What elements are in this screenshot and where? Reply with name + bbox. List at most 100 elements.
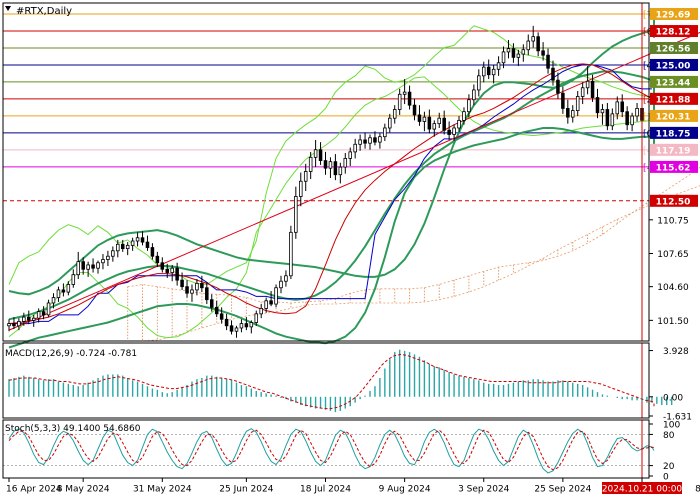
candle xyxy=(190,284,194,302)
candle-body xyxy=(392,109,397,119)
candle-body xyxy=(249,322,254,328)
candle-body xyxy=(274,287,278,305)
price-candles xyxy=(7,25,644,338)
candle-body xyxy=(41,311,46,316)
candle xyxy=(447,121,451,140)
candle xyxy=(472,84,476,106)
candle-body xyxy=(521,49,526,55)
candle-body xyxy=(590,80,595,98)
candle xyxy=(635,102,639,122)
candle-body xyxy=(175,267,179,281)
candle-body xyxy=(294,196,298,233)
candle-body xyxy=(452,127,456,135)
candle-body xyxy=(541,50,545,56)
candle-body xyxy=(200,282,204,289)
candle-body xyxy=(244,323,249,328)
candle-body xyxy=(561,92,565,109)
candle-body xyxy=(531,36,535,42)
candle-body xyxy=(566,108,570,118)
pane-frame xyxy=(2,2,650,342)
candle xyxy=(328,157,333,178)
candle xyxy=(452,124,456,142)
candle-body xyxy=(600,109,605,114)
candle xyxy=(12,317,16,330)
candle-body xyxy=(348,151,352,159)
candle xyxy=(303,163,308,192)
candle xyxy=(506,39,511,59)
candle-body xyxy=(46,302,51,316)
candle-body xyxy=(130,240,135,246)
candle xyxy=(106,250,110,267)
time-label: 2024.10.21 00:00 xyxy=(602,485,683,495)
candle-body xyxy=(333,161,338,176)
envelope-upper-line xyxy=(8,25,653,286)
candle-body xyxy=(635,108,639,117)
candle-body xyxy=(51,297,56,304)
candle xyxy=(264,297,268,313)
candle xyxy=(625,106,629,131)
candle-body xyxy=(575,96,580,111)
candle-body xyxy=(467,99,471,113)
candle xyxy=(407,85,412,110)
time-label: 31 May 2024 xyxy=(133,485,192,495)
candle xyxy=(249,320,254,334)
candle xyxy=(457,116,461,133)
candle xyxy=(239,319,244,333)
candle xyxy=(610,108,615,131)
candle xyxy=(531,25,535,48)
candle-body xyxy=(308,156,313,172)
bollinger-lower-line xyxy=(8,127,655,349)
candle xyxy=(27,310,31,324)
level-tag: 129.69 xyxy=(656,10,691,20)
level-tag-bg xyxy=(650,143,698,156)
level-tag: 123.44 xyxy=(656,78,691,88)
time-label: 3 Sep 2024 xyxy=(458,485,510,495)
stochastic-title: Stoch(5,3,3) 49.1400 54.6860 xyxy=(5,424,141,434)
candle-body xyxy=(462,111,466,121)
price-axis: 129.69 128.12 126.56 125.00 123.44 121.88 120.… xyxy=(649,7,698,327)
candle-body xyxy=(402,91,407,95)
candle-body xyxy=(120,243,125,250)
candle xyxy=(595,88,600,119)
candle xyxy=(546,48,550,74)
candle xyxy=(397,88,402,115)
candle-body xyxy=(506,48,511,53)
candle xyxy=(51,293,56,309)
candle xyxy=(36,308,41,323)
candle xyxy=(551,60,555,86)
level-tag-bg xyxy=(650,41,698,54)
candle-body xyxy=(214,306,219,315)
candle-body xyxy=(368,137,372,144)
stoch-tick-label: 20 xyxy=(663,462,675,472)
candle xyxy=(630,112,634,132)
candle-body xyxy=(373,137,377,143)
candle-body xyxy=(71,274,76,285)
stochastic-lines xyxy=(8,420,655,478)
candle-body xyxy=(185,286,189,294)
candle xyxy=(511,43,516,63)
stoch-tick-label: 100 xyxy=(663,421,680,431)
time-label: 8 May 2024 xyxy=(57,485,110,495)
candle-body xyxy=(323,160,328,169)
candle-body xyxy=(338,166,343,176)
candle-body xyxy=(254,313,259,323)
candle xyxy=(392,105,397,124)
candle xyxy=(86,261,90,277)
candle xyxy=(31,314,36,327)
candle xyxy=(229,320,234,335)
candle-body xyxy=(501,51,506,64)
candle-body xyxy=(318,149,323,161)
candle-body xyxy=(66,284,71,293)
candle-body xyxy=(17,321,21,327)
candle xyxy=(477,69,481,97)
candle-body xyxy=(116,243,120,252)
pane-frame xyxy=(2,342,650,419)
candle xyxy=(575,91,580,117)
level-tag-bg xyxy=(650,109,698,122)
candle xyxy=(195,279,199,296)
candle-body xyxy=(31,317,36,321)
candle xyxy=(585,66,590,95)
candle-body xyxy=(96,262,100,269)
